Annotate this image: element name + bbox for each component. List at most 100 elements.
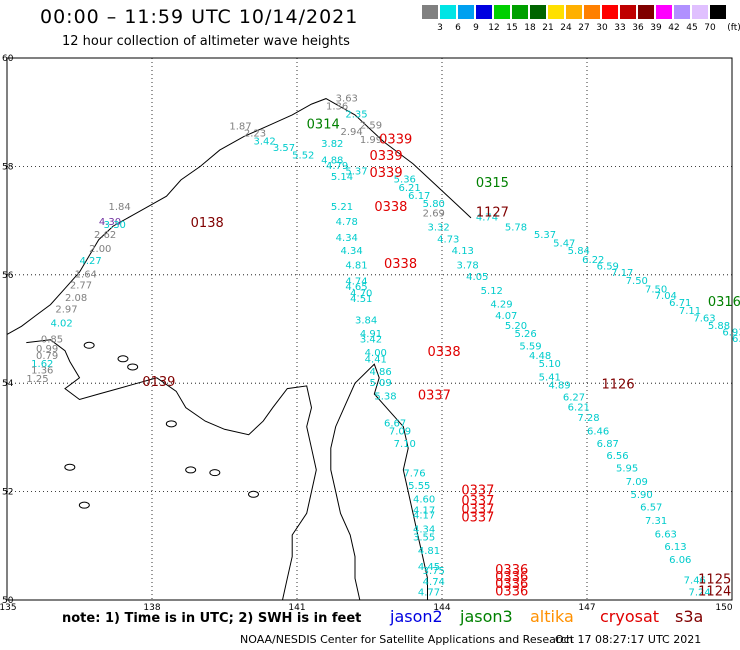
pass-time-label: 0339 (370, 166, 403, 181)
lon-tick-label: 138 (143, 603, 160, 613)
colorbar-label: 33 (614, 23, 626, 33)
lat-tick-label: 54 (2, 379, 14, 389)
islet-shape (209, 469, 221, 477)
wave-height-label: 6.8 (732, 334, 740, 345)
pass-time-label: 0138 (191, 216, 224, 231)
colorbar-swatch (656, 5, 672, 19)
wave-height-label: 5.26 (515, 329, 537, 340)
wave-height-label: 6.17 (408, 191, 430, 202)
wave-height-label: 5.41 (539, 372, 561, 383)
pass-time-label: 0336 (495, 585, 528, 600)
wave-height-label: 3.42 (254, 137, 276, 148)
wave-height-label: 5.20 (505, 321, 527, 332)
islet-shape (248, 490, 259, 498)
colorbar-swatch (710, 5, 726, 19)
pass-time-label: 0336 (495, 577, 528, 592)
wave-height-label: 1.25 (26, 374, 48, 385)
wave-height-label: 6.63 (655, 530, 677, 541)
colorbar-swatch (602, 5, 618, 19)
wave-height-label: 5.95 (616, 464, 638, 475)
wave-height-label: 3.32 (428, 222, 450, 233)
lon-tick-label: 144 (433, 603, 450, 613)
wave-height-label: 4.60 (413, 494, 435, 505)
wave-height-label: 4.73 (437, 234, 459, 245)
coastline-mainland-south (26, 339, 317, 601)
wave-height-label: 4.88 (321, 156, 343, 167)
wave-height-label: 7.04 (655, 291, 677, 302)
wave-height-label: 7.11 (679, 306, 701, 317)
wave-height-label: 3.55 (413, 532, 435, 543)
pass-time-label: 0337 (461, 502, 494, 517)
wave-height-label: 3.84 (355, 316, 377, 327)
islet-shape (78, 501, 90, 509)
pass-time-label: 1127 (476, 205, 509, 220)
lon-tick-label: 141 (288, 603, 305, 613)
wave-height-label: 6.21 (568, 402, 590, 413)
wave-height-label: 4.48 (529, 351, 551, 362)
wave-height-label: 6.56 (606, 451, 628, 462)
wave-height-label: 7.10 (394, 439, 416, 450)
lon-tick-label: 135 (0, 603, 17, 613)
wave-height-label: 7.50 (626, 276, 648, 287)
wave-height-label: 4.34 (413, 524, 435, 535)
colorbar-unit: (ft) (727, 23, 740, 33)
islet-shape (83, 341, 95, 349)
wave-height-label: 4.70 (350, 288, 372, 299)
colorbar-swatch (494, 5, 510, 19)
wave-height-label: 4.41 (365, 355, 387, 366)
wave-height-label: 4.34 (341, 246, 363, 257)
legend-jason2: jason2 (390, 607, 443, 626)
colorbar-label: 12 (488, 23, 500, 33)
wave-height-label: 4.30 (99, 217, 121, 228)
colorbar-label: 24 (560, 23, 572, 33)
wave-height-label: 4.17 (413, 505, 435, 516)
islet-shape (127, 363, 139, 371)
wave-height-label: 5.09 (370, 378, 392, 389)
colorbar-label: 27 (578, 23, 590, 33)
wave-height-label: 4.77 (418, 588, 440, 599)
colorbar-label: 15 (506, 23, 518, 33)
legend-s3a: s3a (675, 607, 704, 626)
wave-height-label: 5.84 (568, 246, 590, 257)
lat-tick-label: 52 (2, 488, 13, 498)
lon-tick-label: 147 (578, 603, 595, 613)
colorbar-label: 45 (686, 23, 698, 33)
wave-height-label: 0.99 (36, 344, 58, 355)
wave-height-label: 5.55 (408, 481, 430, 492)
wave-height-label: 3.82 (321, 139, 343, 150)
wave-height-label: 2.97 (55, 305, 77, 316)
legend-jason3: jason3 (460, 607, 513, 626)
pass-time-label: 0337 (461, 483, 494, 498)
map-title: 00:00 – 11:59 UTC 10/14/2021 (40, 6, 359, 28)
wave-height-label: 4.07 (495, 311, 517, 322)
wave-height-label: 1.36 (326, 101, 348, 112)
wave-height-label: 1.36 (31, 365, 53, 376)
map-subtitle: 12 hour collection of altimeter wave hei… (62, 34, 350, 49)
wave-height-label: 5.78 (505, 222, 527, 233)
wave-height-label: 2.59 (360, 120, 382, 131)
wave-height-label: 6.06 (669, 555, 691, 566)
wave-height-label: 4.81 (345, 260, 367, 271)
lat-tick-label: 56 (2, 271, 14, 281)
footer-credit: NOAA/NESDIS Center for Satellite Applica… (240, 633, 574, 646)
pass-time-label: 0315 (476, 176, 509, 191)
wave-height-label: 4.34 (336, 233, 358, 244)
colorbar-swatch (476, 5, 492, 19)
lat-tick-label: 58 (2, 162, 14, 172)
legend-cryosat: cryosat (600, 607, 660, 626)
islet-shape (185, 466, 197, 474)
pass-time-label: 0336 (495, 563, 528, 578)
colorbar-label: 6 (455, 23, 461, 33)
wave-height-label: 5.14 (331, 172, 353, 183)
coastline-mainland-north (6, 98, 472, 335)
wave-height-label: 5.47 (553, 239, 575, 250)
wave-height-label: 4.02 (51, 318, 73, 329)
wave-height-label: 4.81 (418, 546, 440, 557)
colorbar-label: 21 (542, 23, 554, 33)
wave-height-label: 5.37 (534, 230, 556, 241)
pass-time-label: 0338 (384, 257, 417, 272)
colorbar-swatch (692, 5, 708, 19)
wave-height-label: 5.37 (345, 167, 367, 178)
lat-tick-label: 50 (2, 596, 14, 606)
